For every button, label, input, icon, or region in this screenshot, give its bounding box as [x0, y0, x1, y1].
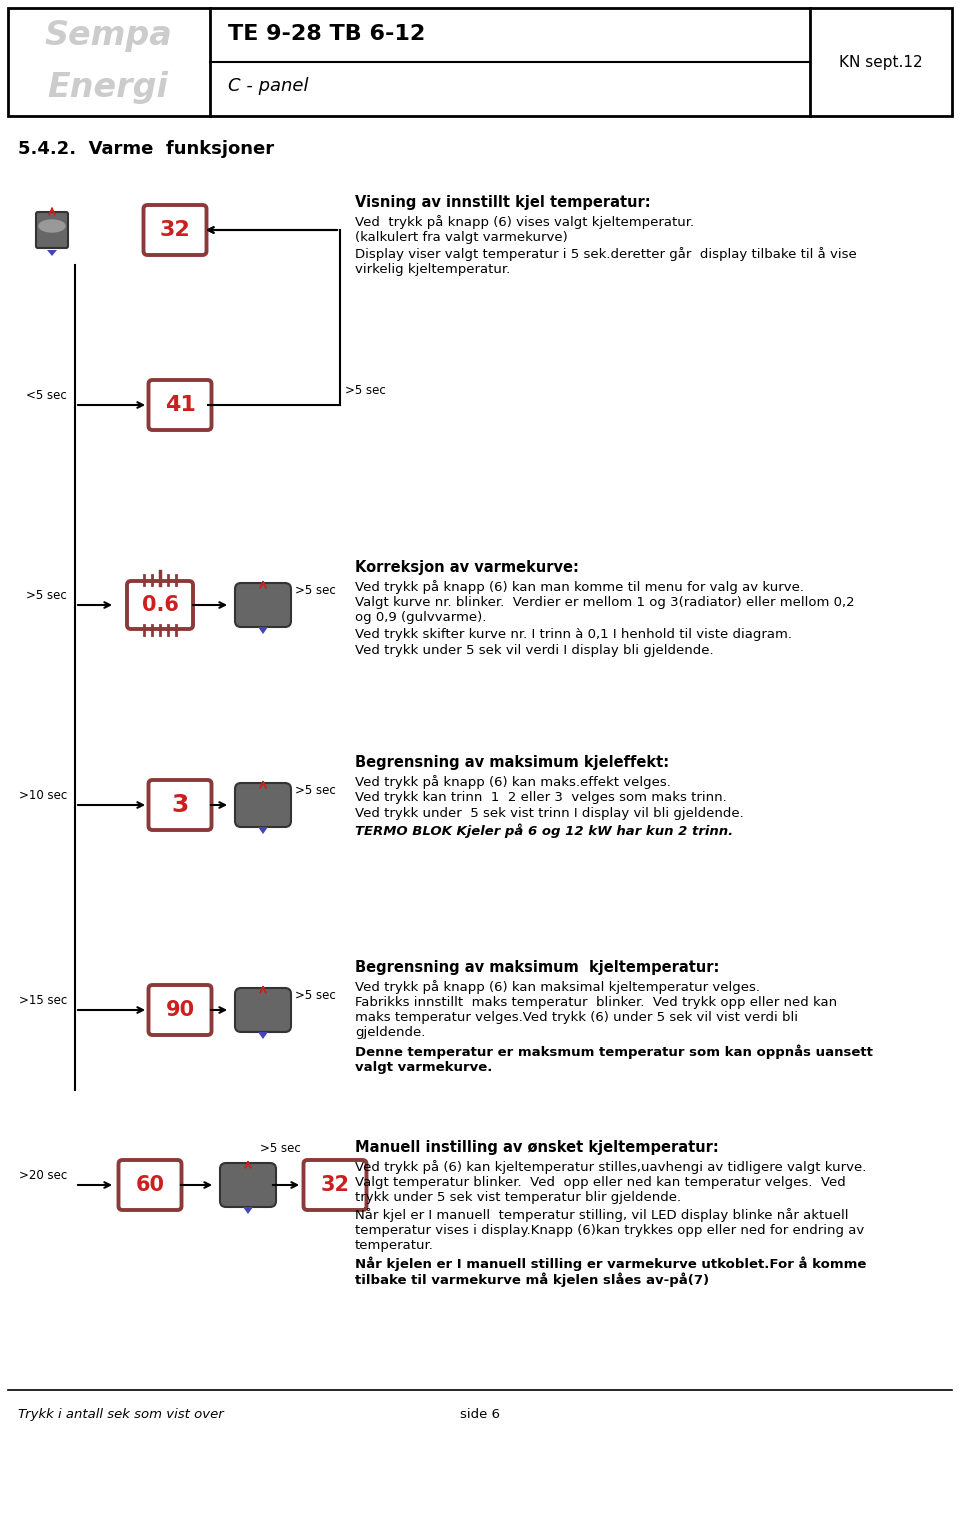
FancyBboxPatch shape	[220, 1164, 276, 1206]
Polygon shape	[258, 1032, 268, 1040]
Bar	[8, 8, 952, 116]
Polygon shape	[243, 1206, 253, 1214]
Text: 0.6: 0.6	[141, 596, 179, 615]
Text: Ved trykk på knapp (6) kan man komme til menu for valg av kurve.: Ved trykk på knapp (6) kan man komme til…	[355, 580, 804, 594]
Text: Begrensning av maksimum kjeleffekt:: Begrensning av maksimum kjeleffekt:	[355, 755, 669, 770]
Text: Energi: Energi	[47, 72, 169, 104]
Text: Ved trykk på knapp (6) kan maks.effekt velges.: Ved trykk på knapp (6) kan maks.effekt v…	[355, 775, 671, 788]
Text: Visning av innstillt kjel temperatur:: Visning av innstillt kjel temperatur:	[355, 194, 651, 210]
Text: >5 sec: >5 sec	[345, 384, 386, 397]
FancyBboxPatch shape	[149, 984, 211, 1035]
Text: Denne temperatur er maksmum temperatur som kan oppnås uansett
valgt varmekurve.: Denne temperatur er maksmum temperatur s…	[355, 1044, 873, 1073]
Text: Ved trykk under  5 sek vist trinn I display vil bli gjeldende.: Ved trykk under 5 sek vist trinn I displ…	[355, 807, 744, 821]
Text: >5 sec: >5 sec	[260, 1142, 300, 1154]
FancyBboxPatch shape	[149, 779, 211, 830]
Text: >5 sec: >5 sec	[295, 989, 336, 1001]
Text: (kalkulert fra valgt varmekurve): (kalkulert fra valgt varmekurve)	[355, 231, 567, 243]
FancyBboxPatch shape	[118, 1160, 181, 1209]
Text: <5 sec: <5 sec	[26, 389, 67, 403]
Text: >10 sec: >10 sec	[19, 788, 67, 802]
Text: Valgt temperatur blinker.  Ved  opp eller ned kan temperatur velges.  Ved
trykk : Valgt temperatur blinker. Ved opp eller …	[355, 1176, 846, 1203]
Text: Manuell instilling av ønsket kjeltemperatur:: Manuell instilling av ønsket kjeltempera…	[355, 1141, 719, 1154]
Text: Ved trykk under 5 sek vil verdi I display bli gjeldende.: Ved trykk under 5 sek vil verdi I displa…	[355, 645, 713, 657]
Text: 3: 3	[171, 793, 189, 818]
Text: 32: 32	[321, 1174, 349, 1196]
Text: Fabrikks innstillt  maks temperatur  blinker.  Ved trykk opp eller ned kan
maks : Fabrikks innstillt maks temperatur blink…	[355, 997, 837, 1040]
Text: 41: 41	[164, 395, 196, 415]
Text: 90: 90	[165, 1000, 195, 1020]
Text: Ved trykk kan trinn  1  2 eller 3  velges som maks trinn.: Ved trykk kan trinn 1 2 eller 3 velges s…	[355, 792, 727, 804]
Text: KN sept.12: KN sept.12	[839, 55, 923, 69]
Text: Når kjelen er I manuell stilling er varmekurve utkoblet.For å komme
tilbake til : Når kjelen er I manuell stilling er varm…	[355, 1255, 866, 1288]
Text: side 6: side 6	[460, 1409, 500, 1421]
Polygon shape	[47, 250, 57, 256]
Text: Display viser valgt temperatur i 5 sek.deretter går  display tilbake til å vise
: Display viser valgt temperatur i 5 sek.d…	[355, 246, 856, 276]
Polygon shape	[258, 827, 268, 834]
Text: TERMO BLOK Kjeler på 6 og 12 kW har kun 2 trinn.: TERMO BLOK Kjeler på 6 og 12 kW har kun …	[355, 824, 733, 837]
Ellipse shape	[39, 220, 65, 233]
FancyBboxPatch shape	[235, 987, 291, 1032]
FancyBboxPatch shape	[303, 1160, 367, 1209]
FancyBboxPatch shape	[235, 782, 291, 827]
FancyBboxPatch shape	[143, 205, 206, 256]
Text: Ved trykk på knapp (6) kan maksimal kjeltemperatur velges.: Ved trykk på knapp (6) kan maksimal kjel…	[355, 980, 760, 994]
Text: Ved trykk skifter kurve nr. I trinn à 0,1 I henhold til viste diagram.: Ved trykk skifter kurve nr. I trinn à 0,…	[355, 628, 792, 641]
Text: Trykk i antall sek som vist over: Trykk i antall sek som vist over	[18, 1409, 224, 1421]
Text: 60: 60	[135, 1174, 164, 1196]
FancyBboxPatch shape	[36, 211, 68, 248]
Text: Korreksjon av varmekurve:: Korreksjon av varmekurve:	[355, 560, 579, 576]
Text: Når kjel er I manuell  temperatur stilling, vil LED display blinke når aktuell
t: Når kjel er I manuell temperatur stillin…	[355, 1208, 864, 1252]
Text: 32: 32	[159, 220, 190, 240]
Text: Ved trykk på (6) kan kjeltemperatur stilles,uavhengi av tidligere valgt kurve.: Ved trykk på (6) kan kjeltemperatur stil…	[355, 1160, 866, 1174]
Text: Ved  trykk på knapp (6) vises valgt kjeltemperatur.: Ved trykk på knapp (6) vises valgt kjelt…	[355, 214, 694, 230]
Text: >15 sec: >15 sec	[19, 994, 67, 1007]
FancyBboxPatch shape	[127, 580, 193, 629]
FancyBboxPatch shape	[235, 583, 291, 628]
Polygon shape	[258, 628, 268, 634]
Text: Begrensning av maksimum  kjeltemperatur:: Begrensning av maksimum kjeltemperatur:	[355, 960, 719, 975]
Text: >20 sec: >20 sec	[19, 1170, 67, 1182]
Text: >5 sec: >5 sec	[26, 589, 67, 602]
Text: >5 sec: >5 sec	[295, 784, 336, 798]
Text: Sempa: Sempa	[44, 20, 172, 52]
Text: 5.4.2.  Varme  funksjoner: 5.4.2. Varme funksjoner	[18, 139, 275, 158]
FancyBboxPatch shape	[149, 380, 211, 430]
Text: Valgt kurve nr. blinker.  Verdier er mellom 1 og 3(radiator) eller mellom 0,2
og: Valgt kurve nr. blinker. Verdier er mell…	[355, 596, 854, 625]
Text: TE 9-28 TB 6-12: TE 9-28 TB 6-12	[228, 24, 425, 44]
Text: C - panel: C - panel	[228, 77, 308, 95]
Text: >5 sec: >5 sec	[295, 583, 336, 597]
